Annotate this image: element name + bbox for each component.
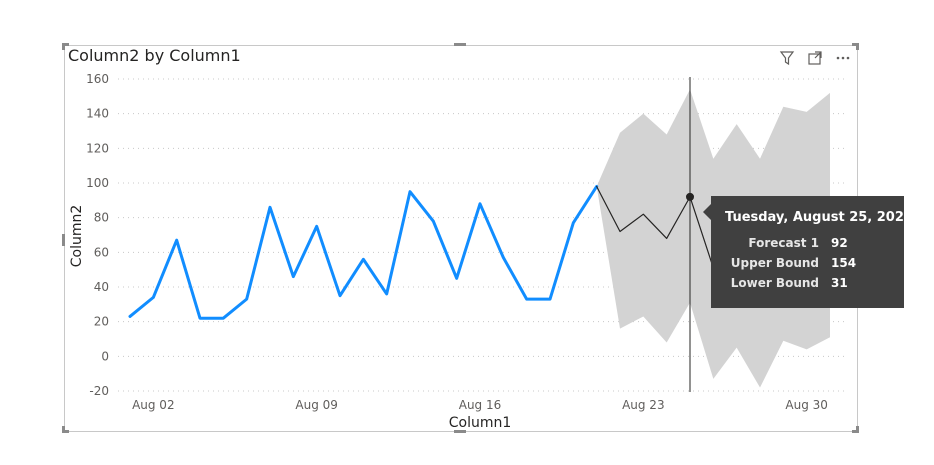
focus-mode-icon[interactable]: [806, 49, 824, 67]
x-tick-label: Aug 02: [132, 398, 175, 412]
x-axis-title: Column1: [449, 415, 512, 431]
series-line-actual: [128, 184, 599, 320]
x-tick-label: Aug 09: [295, 398, 338, 412]
y-tick-label: 140: [86, 107, 109, 121]
y-tick-label: -20: [89, 384, 109, 398]
x-tick-label: Aug 30: [785, 398, 828, 412]
tooltip-value: 31: [831, 276, 848, 290]
resize-handle-bottom-right[interactable]: [852, 430, 859, 433]
filter-icon[interactable]: [778, 49, 796, 67]
tooltip-label: Forecast 1: [748, 236, 819, 250]
y-tick-label: 100: [86, 176, 109, 190]
resize-handle-top-right[interactable]: [852, 43, 859, 46]
x-axis-ticks: Aug 02 Aug 09 Aug 16 Aug 23 Aug 30: [132, 398, 828, 412]
resize-handle-top-right-v[interactable]: [856, 43, 859, 50]
y-tick-label: 0: [101, 349, 109, 363]
tooltip-row-lower-bound: Lower Bound 31: [725, 273, 894, 293]
tooltip-value: 154: [831, 256, 857, 270]
tooltip-label: Lower Bound: [730, 276, 819, 290]
y-tick-label: 60: [94, 245, 109, 259]
chart-title: Column2 by Column1: [68, 46, 241, 65]
y-tick-label: 40: [94, 280, 109, 294]
tooltip-arrow: [703, 204, 711, 220]
resize-handle-top-left[interactable]: [62, 43, 69, 46]
tooltip-row-forecast: Forecast 1 92: [725, 233, 894, 253]
tooltip-label: Upper Bound: [730, 256, 819, 270]
resize-handle-left[interactable]: [62, 234, 65, 246]
more-options-icon[interactable]: [834, 49, 852, 67]
y-tick-label: 160: [86, 72, 109, 86]
tooltip-row-upper-bound: Upper Bound 154: [725, 253, 894, 273]
hover-point: [686, 192, 694, 201]
tooltip-value: 92: [831, 236, 848, 250]
y-axis-ticks: -20 0 20 40 60 80 100 120 140 160: [86, 72, 109, 398]
y-axis-title: Column2: [69, 205, 85, 268]
resize-handle-top[interactable]: [454, 43, 466, 46]
resize-handle-bottom-right-v[interactable]: [856, 426, 859, 433]
visual-toolbar: [778, 49, 852, 67]
resize-handle-bottom-left[interactable]: [62, 430, 69, 433]
x-tick-label: Aug 23: [622, 398, 665, 412]
y-tick-label: 120: [86, 141, 109, 155]
resize-handle-top-left-v[interactable]: [62, 43, 65, 50]
y-tick-label: 20: [94, 315, 109, 329]
resize-handle-bottom[interactable]: [454, 430, 466, 433]
x-tick-label: Aug 16: [459, 398, 502, 412]
tooltip-header: Tuesday, August 25, 2020: [725, 210, 913, 225]
resize-handle-bottom-left-v[interactable]: [62, 426, 65, 433]
tooltip: Tuesday, August 25, 2020 Forecast 1 92 U…: [711, 196, 913, 308]
y-tick-label: 80: [94, 211, 109, 225]
